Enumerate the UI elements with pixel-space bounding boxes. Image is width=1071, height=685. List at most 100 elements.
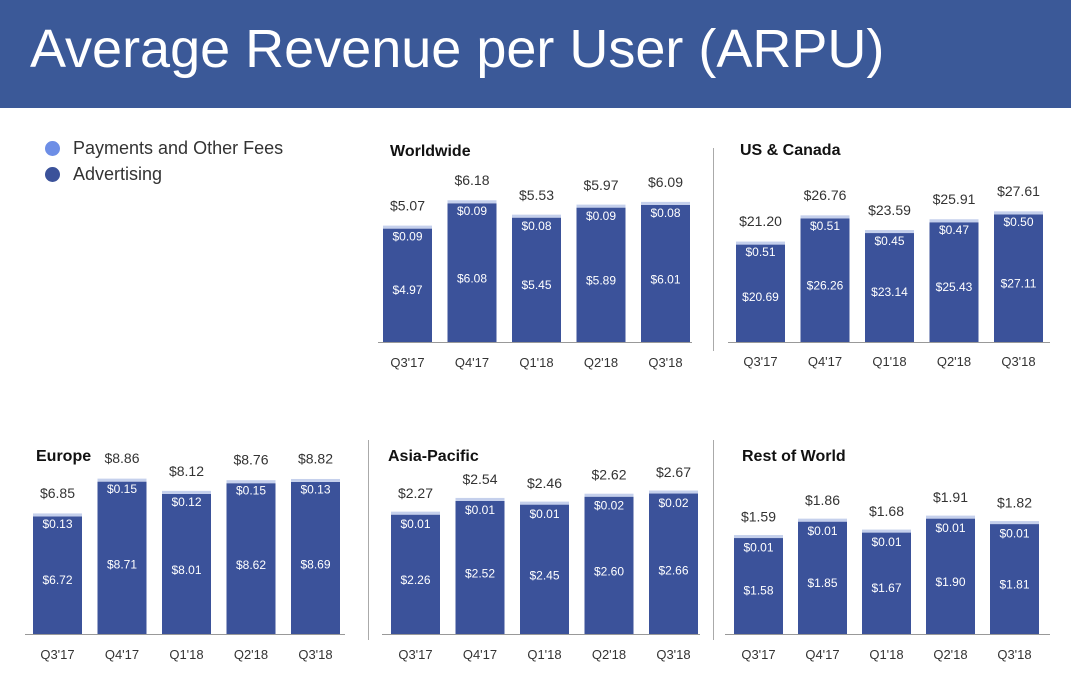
label-payments-worldwide-1: $0.09: [457, 204, 487, 218]
divider-bottom-left: [368, 440, 369, 640]
bar-payments-us-canada-4: [994, 211, 1043, 215]
bar-payments-europe-0: [33, 513, 82, 517]
tick-label-asia-pacific-0: Q3'17: [398, 647, 432, 662]
bar-advertising-asia-pacific-3: [584, 496, 634, 634]
label-payments-asia-pacific-1: $0.01: [465, 503, 495, 517]
legend-label-advertising: Advertising: [73, 163, 163, 184]
label-total-asia-pacific-2: $2.46: [527, 475, 562, 491]
chart-title-us-canada: US & Canada: [740, 142, 841, 159]
label-payments-europe-3: $0.15: [236, 484, 266, 498]
label-advertising-europe-2: $8.01: [171, 563, 201, 577]
label-advertising-europe-1: $8.71: [107, 557, 137, 571]
bar-advertising-worldwide-3: [576, 207, 626, 342]
bar-advertising-us-canada-4: [994, 214, 1043, 342]
label-payments-us-canada-4: $0.50: [1003, 215, 1033, 229]
tick-label-us-canada-3: Q2'18: [937, 354, 971, 369]
tick-label-rest-of-world-4: Q3'18: [997, 647, 1031, 662]
label-total-europe-2: $8.12: [169, 463, 204, 479]
tick-label-worldwide-2: Q1'18: [519, 355, 553, 370]
legend-swatch-payments: [45, 140, 60, 156]
tick-label-europe-0: Q3'17: [40, 647, 74, 662]
tick-label-us-canada-2: Q1'18: [872, 354, 906, 369]
label-advertising-asia-pacific-1: $2.52: [465, 567, 495, 581]
bar-payments-asia-pacific-0: [391, 511, 440, 515]
label-payments-europe-1: $0.15: [107, 482, 137, 496]
label-advertising-worldwide-0: $4.97: [392, 283, 422, 297]
label-advertising-us-canada-4: $27.11: [1001, 277, 1037, 291]
label-total-rest-of-world-4: $1.82: [997, 494, 1032, 510]
label-advertising-worldwide-1: $6.08: [457, 272, 487, 286]
bar-payments-worldwide-4: [641, 201, 690, 205]
bar-advertising-rest-of-world-4: [990, 524, 1039, 634]
bar-payments-rest-of-world-2: [862, 529, 911, 533]
chart-title-europe: Europe: [36, 448, 91, 465]
bar-advertising-rest-of-world-2: [862, 532, 911, 634]
label-total-asia-pacific-3: $2.62: [591, 467, 626, 483]
chart-title-rest-of-world: Rest of World: [742, 448, 846, 465]
tick-label-rest-of-world-2: Q1'18: [869, 647, 903, 662]
bar-payments-rest-of-world-4: [990, 521, 1039, 525]
bar-payments-worldwide-2: [512, 214, 561, 218]
bar-payments-europe-3: [226, 480, 276, 484]
label-advertising-us-canada-3: $25.43: [936, 280, 973, 294]
label-advertising-us-canada-1: $26.26: [807, 278, 844, 292]
bar-advertising-rest-of-world-0: [734, 538, 783, 634]
label-advertising-rest-of-world-1: $1.85: [807, 576, 837, 590]
tick-label-europe-3: Q2'18: [234, 647, 268, 662]
label-payments-us-canada-0: $0.51: [745, 245, 775, 259]
bar-payments-europe-1: [97, 478, 147, 482]
label-advertising-rest-of-world-2: $1.67: [871, 581, 901, 595]
label-total-us-canada-4: $27.61: [997, 183, 1040, 199]
legend-item-payments: Payments and Other Fees: [45, 135, 283, 161]
bar-payments-us-canada-1: [800, 215, 850, 219]
label-payments-asia-pacific-3: $0.02: [594, 499, 624, 513]
label-payments-asia-pacific-4: $0.02: [658, 496, 688, 510]
tick-label-us-canada-1: Q4'17: [808, 354, 842, 369]
bar-advertising-us-canada-2: [865, 233, 914, 342]
label-advertising-rest-of-world-4: $1.81: [999, 577, 1029, 591]
tick-label-rest-of-world-1: Q4'17: [805, 647, 839, 662]
bar-advertising-europe-0: [33, 516, 82, 634]
label-total-us-canada-2: $23.59: [868, 202, 911, 218]
label-payments-us-canada-2: $0.45: [874, 234, 904, 248]
label-total-worldwide-4: $6.09: [648, 174, 683, 190]
bar-payments-us-canada-3: [929, 219, 979, 223]
label-payments-worldwide-4: $0.08: [650, 206, 680, 220]
bar-advertising-asia-pacific-2: [520, 504, 569, 634]
tick-label-rest-of-world-0: Q3'17: [741, 647, 775, 662]
label-total-asia-pacific-0: $2.27: [398, 485, 433, 501]
label-total-us-canada-0: $21.20: [739, 213, 782, 229]
header-bar: Average Revenue per User (ARPU): [0, 0, 1071, 108]
label-total-europe-4: $8.82: [298, 451, 333, 467]
label-payments-asia-pacific-0: $0.01: [400, 517, 430, 531]
label-payments-europe-4: $0.13: [300, 483, 330, 497]
legend-swatch-advertising: [45, 166, 60, 182]
label-advertising-worldwide-2: $5.45: [521, 278, 551, 292]
label-total-rest-of-world-1: $1.86: [805, 492, 840, 508]
bar-advertising-worldwide-1: [447, 203, 497, 342]
legend-item-advertising: Advertising: [45, 161, 283, 187]
tick-label-asia-pacific-1: Q4'17: [463, 647, 497, 662]
bar-payments-asia-pacific-4: [649, 490, 698, 494]
label-total-asia-pacific-1: $2.54: [462, 471, 497, 487]
label-advertising-europe-0: $6.72: [42, 573, 72, 587]
label-payments-europe-0: $0.13: [42, 517, 72, 531]
tick-label-asia-pacific-4: Q3'18: [656, 647, 690, 662]
bar-advertising-us-canada-1: [800, 218, 850, 342]
chart-title-worldwide: Worldwide: [390, 143, 471, 160]
bar-payments-asia-pacific-1: [455, 497, 505, 501]
label-payments-europe-2: $0.12: [171, 495, 201, 509]
tick-label-worldwide-3: Q2'18: [584, 355, 618, 370]
tick-label-worldwide-0: Q3'17: [390, 355, 424, 370]
label-total-rest-of-world-3: $1.91: [933, 489, 968, 505]
tick-label-europe-4: Q3'18: [298, 647, 332, 662]
label-total-rest-of-world-0: $1.59: [741, 508, 776, 524]
label-advertising-asia-pacific-3: $2.60: [594, 565, 624, 579]
label-advertising-worldwide-4: $6.01: [650, 272, 680, 286]
label-advertising-europe-4: $8.69: [300, 558, 330, 572]
tick-label-europe-1: Q4'17: [105, 647, 139, 662]
label-payments-asia-pacific-2: $0.01: [529, 507, 559, 521]
tick-label-worldwide-1: Q4'17: [455, 355, 489, 370]
tick-label-europe-2: Q1'18: [169, 647, 203, 662]
